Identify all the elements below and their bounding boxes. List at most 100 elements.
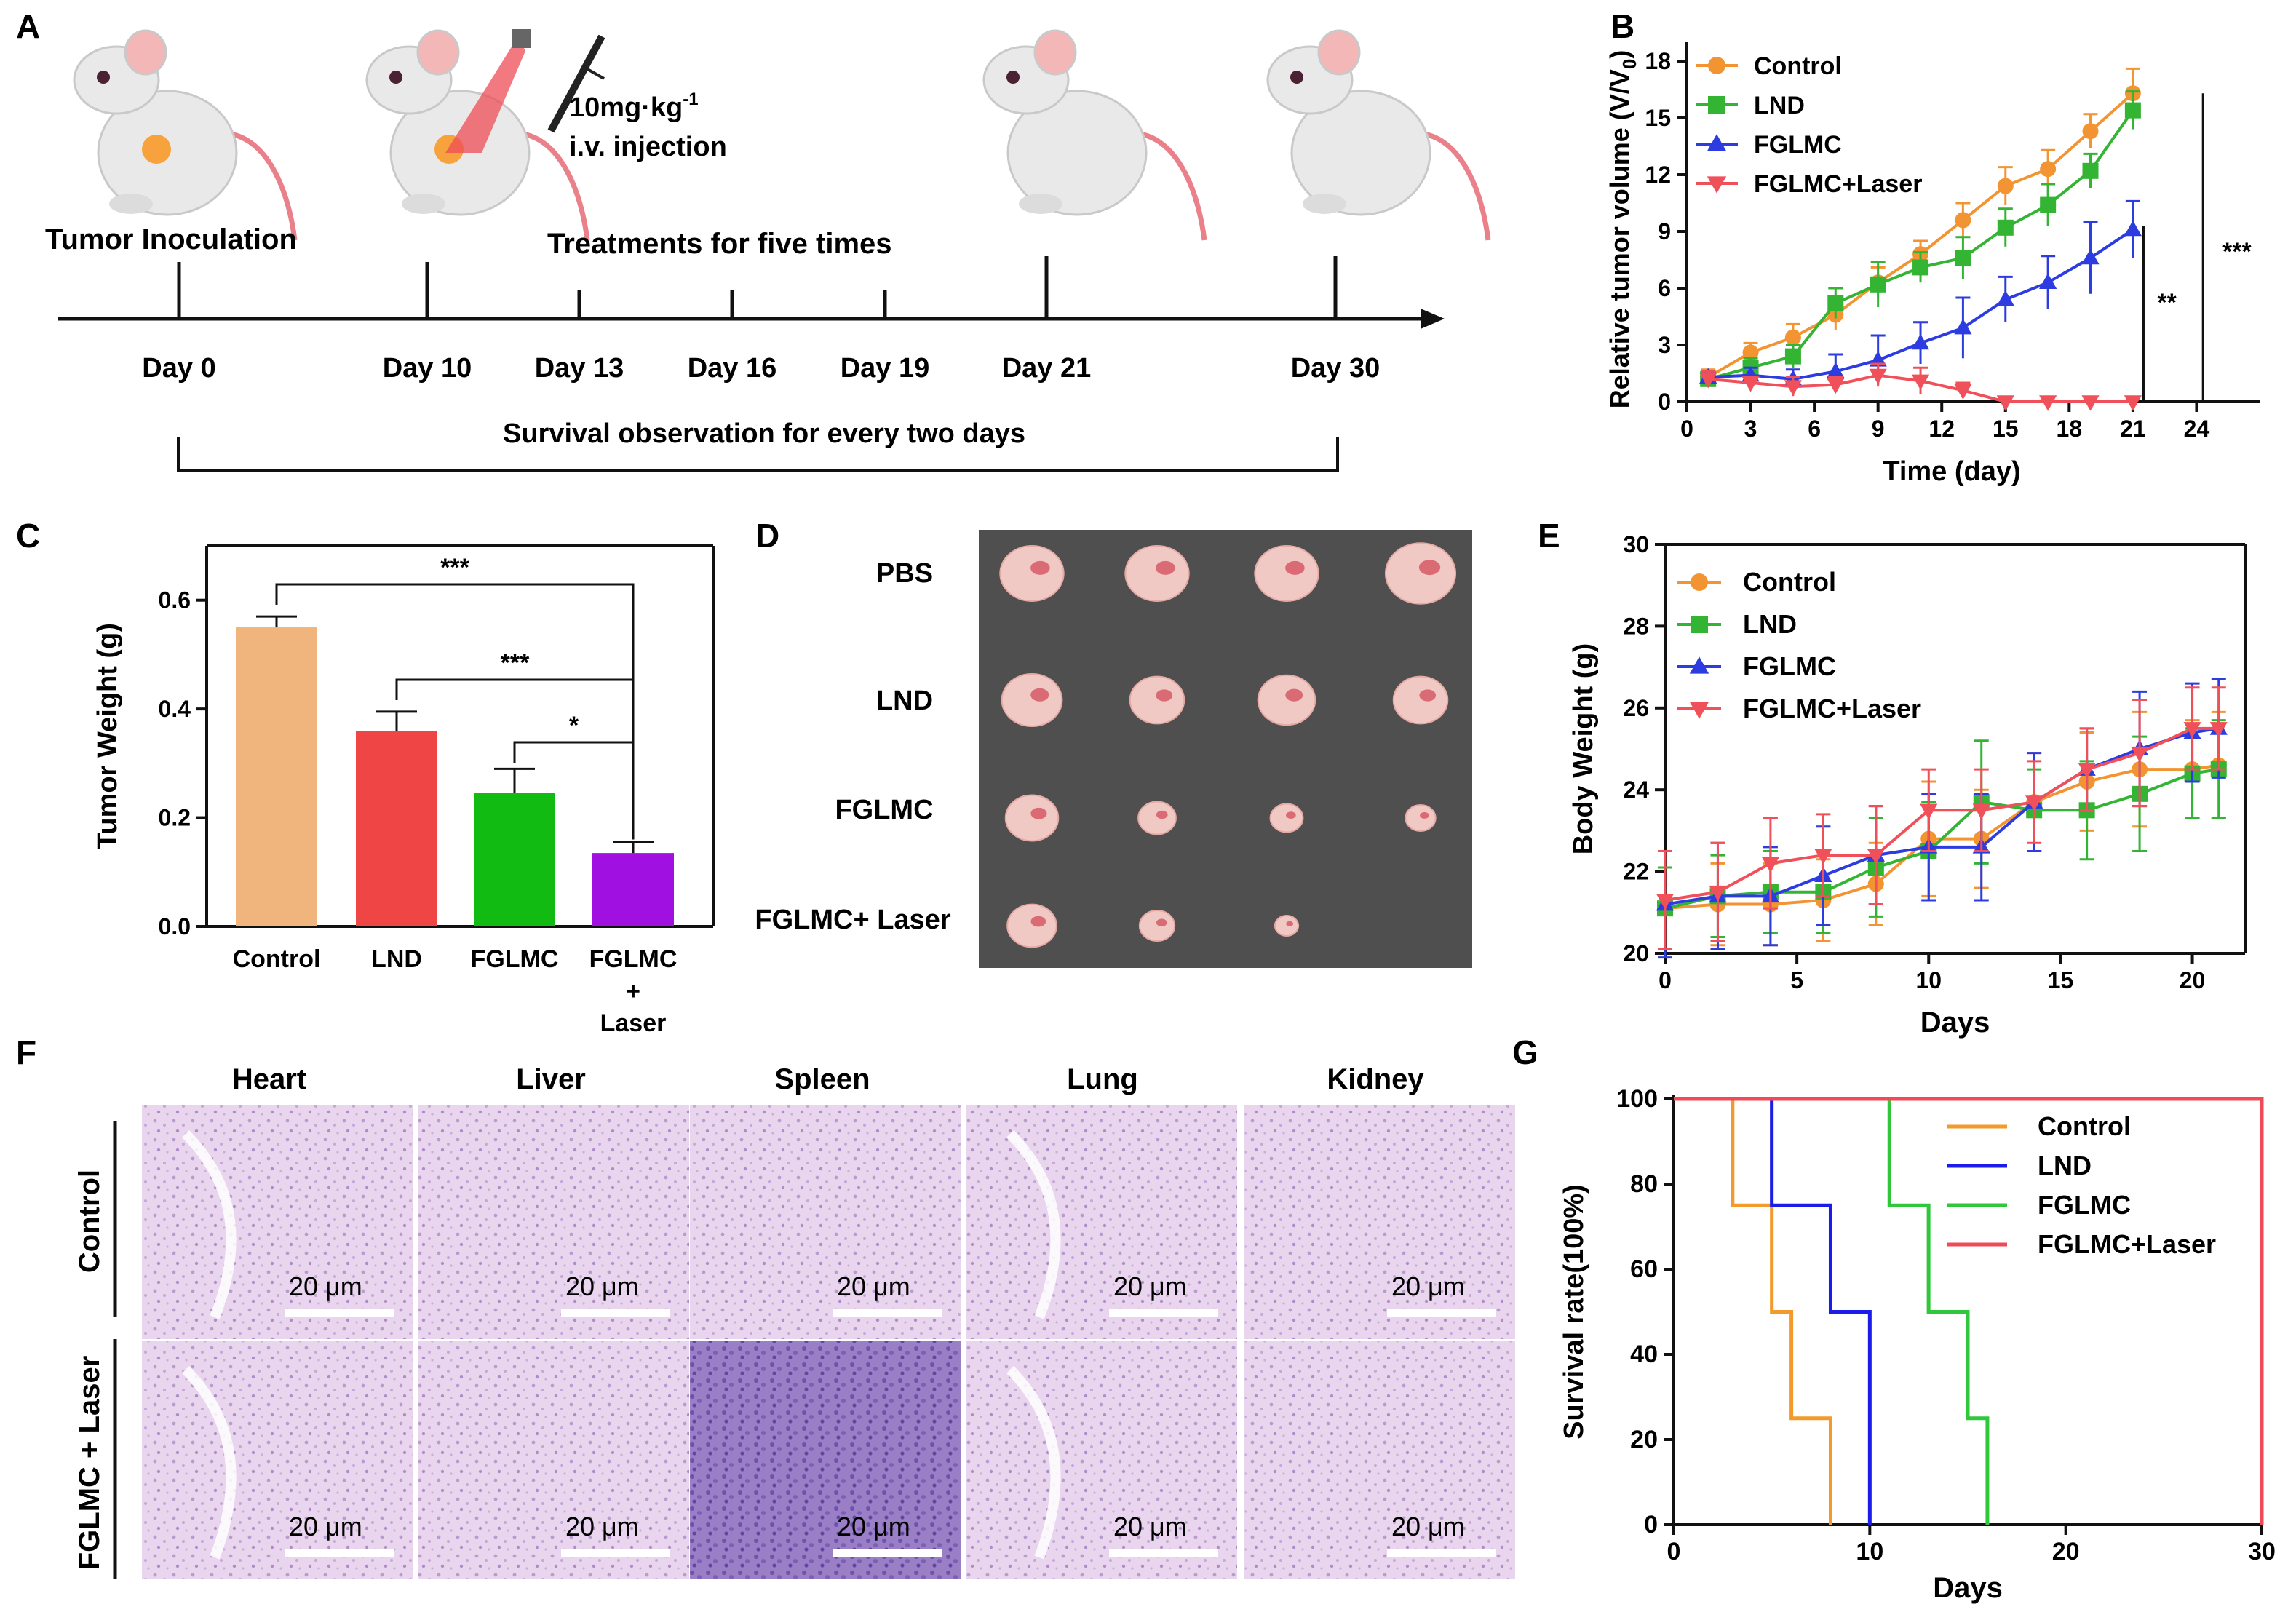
panel-c-tumor-weight-chart: 0.0 0.2 0.4 0.6 Tumor Weight (g) Control LND FG… [92,544,715,1037]
tumor-vessel [1156,560,1175,575]
category-label: FGLMC [589,945,678,973]
histology-tile [690,1105,961,1339]
x-tick-label: 20 [2052,1538,2080,1565]
data-point [1911,333,1930,350]
histology-tile [966,1341,1237,1579]
scale-bar-label: 20 μm [837,1271,910,1301]
x-tick-label: 12 [1928,416,1955,442]
data-point [2039,273,2057,289]
histology-row-control: Control [74,1170,106,1273]
y-tick-label: 9 [1658,218,1671,245]
photo-row-label-pbs: PBS [876,558,933,589]
histology-column-liver: Liver [516,1063,586,1095]
bar [236,627,317,926]
tumor-specimen [1137,801,1177,835]
panel-letter-e: E [1538,517,1560,555]
category-label: FGLMC [471,945,559,973]
x-tick-label: 5 [1790,967,1803,993]
y-tick-label: 30 [1623,531,1649,557]
legend-label: FGLMC [2038,1190,2131,1220]
data-point [2124,220,2142,237]
series-line [1664,726,2220,906]
legend-label: FGLMC [1754,131,1842,159]
data-point [1972,803,1990,819]
mouse-eye [97,71,110,84]
tumor-specimen [1124,545,1190,602]
panel-b-tumor-volume-chart: 0 3 6 9 12 15 18 21 24 0 3 6 9 12 15 18 Time (day) Relati… [1605,42,2260,487]
scale-bar-label: 20 μm [289,1512,362,1541]
tumor-vessel [1030,807,1047,819]
data-point [1870,276,1886,293]
scale-bar [1109,1309,1218,1317]
x-tick-label: 10 [1856,1538,1883,1565]
series-fglmc-laser [1674,1097,2264,1525]
data-point [1784,380,1803,396]
y-axis-title-sub: 0 [1618,59,1640,69]
tumor-specimen [1269,803,1304,833]
tumor-specimen [1138,910,1176,942]
series-fglmc [1656,678,2228,959]
scale-bar-label: 20 μm [565,1271,639,1301]
x-tick-label: 18 [2057,416,2083,442]
mouse-foot [402,194,445,214]
x-axis-title: Days [1920,1007,1990,1039]
data-point [1869,351,1887,367]
series-fglmc [1699,199,2142,389]
data-point [1997,219,2014,236]
y-tick-label: 20 [1623,940,1649,966]
tumor-vessel [1286,811,1296,819]
dose-label: 10mg·kg-1 [569,90,699,123]
scale-bar [833,1309,942,1317]
y-tick-label: 0 [1658,389,1671,415]
data-point [2081,248,2100,265]
tumor-specimen [1006,903,1057,948]
data-point [1742,344,1759,361]
mouse-ear [416,29,460,76]
panel-letter-d: D [755,517,779,555]
histology-column-kidney: Kidney [1327,1063,1424,1095]
data-point [1920,803,1938,819]
data-point [1955,250,1971,266]
data-point [1912,259,1929,276]
legend-label: Control [1754,52,1842,80]
data-point [2039,395,2057,411]
data-point [2040,196,2057,213]
panel-letter-a: A [16,7,40,45]
scale-bar [1387,1309,1496,1317]
histology-tile [418,1341,689,1579]
y-axis-title: Tumor Weight (g) [92,623,123,849]
significance-label: ** [2157,289,2177,317]
mouse-ear [1317,29,1361,76]
data-point [1656,894,1675,910]
data-point [1954,318,1972,335]
data-point [2183,722,2201,738]
series-line [1664,763,2220,910]
legend-label: FGLMC [1743,651,1836,681]
histology-void [182,1130,237,1319]
category-label: Control [233,945,321,973]
tumor-spot [142,135,171,164]
bar [474,793,555,926]
tumor-vessel [1285,560,1305,575]
y-tick-label: 0.4 [159,696,191,722]
data-point [2025,795,2043,811]
data-point [1784,329,1801,346]
series-control [1674,1097,1832,1525]
y-tick-label: 3 [1658,332,1671,358]
histology-row-fglmc-laser: FGLMC + Laser [74,1356,106,1571]
tissue-board [979,530,1472,968]
survival-step-line [1674,1097,1832,1525]
legend-label: FGLMC+Laser [1754,170,1922,198]
x-tick-label: 9 [1872,416,1885,442]
tumor-vessel [1030,688,1049,702]
treatments-label: Treatments for five times [547,228,892,260]
legend-label: LND [1754,92,1805,119]
tumor-vessel [1286,921,1294,926]
y-axis-title-end: ) [1605,50,1634,59]
tumor-specimen [1001,673,1063,727]
survival-step-line [1674,1097,2264,1525]
y-tick-label: 20 [1630,1426,1658,1453]
panel-letter-c: C [16,517,40,555]
data-point [1996,290,2014,306]
